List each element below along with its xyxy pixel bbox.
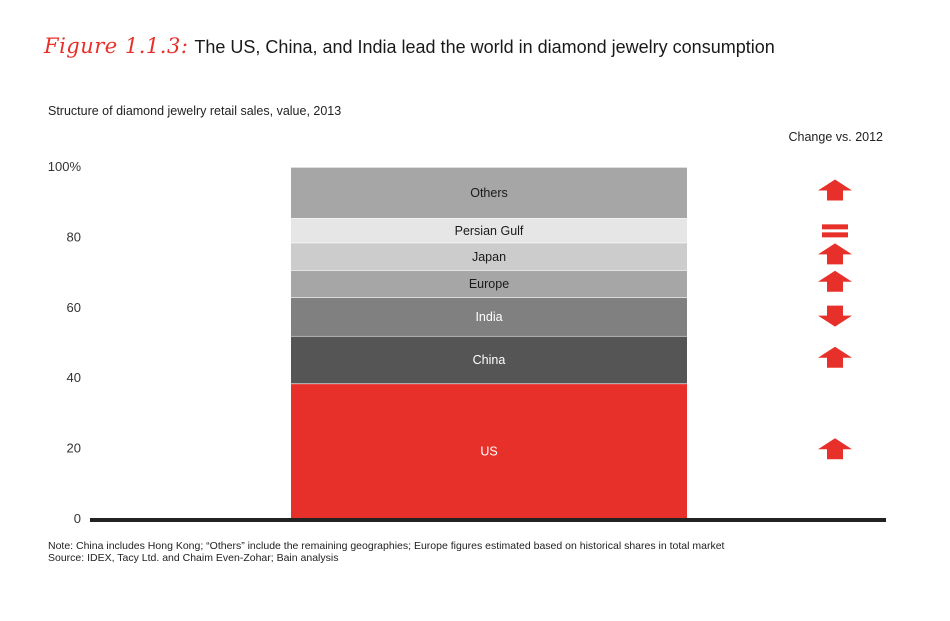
- note-text: Note: China includes Hong Kong; “Others”…: [48, 540, 725, 552]
- y-tick-label: 100%: [48, 159, 82, 174]
- bar-segment-china: [291, 335, 687, 384]
- chart-subtitle: Structure of diamond jewelry retail sale…: [48, 104, 342, 118]
- source-text: Source: IDEX, Tacy Ltd. and Chaim Even-Z…: [48, 552, 339, 564]
- chart-title: Figure 1.1.3: The US, China, and India le…: [44, 34, 775, 58]
- segment-label-us: US: [480, 445, 497, 459]
- segment-label-others: Others: [470, 186, 508, 200]
- change-up-arrow-icon: [818, 438, 852, 460]
- bar-segment-japan: [291, 242, 687, 271]
- segment-label-china: China: [473, 353, 506, 367]
- y-tick-label: 20: [67, 441, 81, 456]
- bar-segment-persian-gulf: [291, 218, 687, 243]
- segment-label-japan: Japan: [472, 250, 506, 264]
- bar-segment-europe: [291, 270, 687, 298]
- y-tick-label: 40: [67, 370, 81, 385]
- notes-block: Note: China includes Hong Kong; “Others”…: [48, 540, 724, 564]
- change-flat-icon: [822, 224, 848, 230]
- change-up-arrow-icon: [818, 346, 852, 368]
- change-up-arrow-icon: [818, 179, 852, 201]
- change-up-arrow-icon: [818, 243, 852, 265]
- figure-label: Figure 1.1.3:: [44, 34, 189, 58]
- change-down-arrow-icon: [818, 305, 852, 327]
- change-flat-icon: [822, 232, 848, 238]
- change-header: Change vs. 2012: [788, 130, 883, 144]
- bar-segment-us: [291, 383, 687, 519]
- y-tick-label: 0: [74, 511, 81, 526]
- change-up-arrow-icon: [818, 270, 852, 292]
- bar-segment-others: [291, 167, 687, 219]
- bar-segment-india: [291, 297, 687, 336]
- y-tick-label: 60: [67, 300, 81, 315]
- segment-label-europe: Europe: [469, 277, 509, 291]
- segment-label-india: India: [475, 310, 502, 324]
- segment-label-persian-gulf: Persian Gulf: [455, 224, 524, 238]
- y-tick-label: 80: [67, 229, 81, 244]
- figure-title: The US, China, and India lead the world …: [194, 37, 775, 57]
